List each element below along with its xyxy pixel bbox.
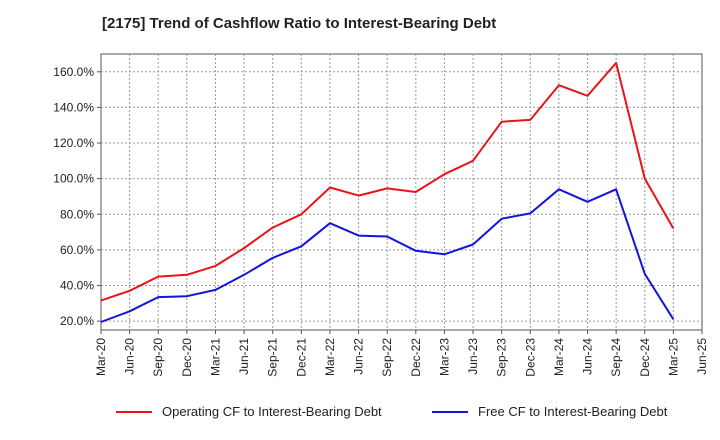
x-tick-label: Mar-21 bbox=[208, 338, 222, 376]
x-tick-label: Sep-20 bbox=[151, 338, 165, 377]
y-tick-label: 100.0% bbox=[53, 172, 94, 186]
grid-lines bbox=[97, 54, 703, 334]
y-tick-label: 40.0% bbox=[60, 278, 94, 292]
x-tick-label: Sep-22 bbox=[380, 338, 394, 377]
x-tick-label: Jun-20 bbox=[123, 338, 137, 375]
x-tick-label: Mar-20 bbox=[94, 338, 108, 376]
x-tick-label: Mar-24 bbox=[552, 338, 566, 376]
legend: Operating CF to Interest-Bearing Debt Fr… bbox=[0, 404, 720, 428]
y-tick-label: 80.0% bbox=[60, 207, 94, 221]
x-tick-label: Jun-24 bbox=[581, 338, 595, 375]
x-tick-label: Mar-25 bbox=[666, 338, 680, 376]
x-tick-label: Mar-23 bbox=[437, 338, 451, 376]
y-axis-tick-labels: 20.0% 40.0% 60.0% 80.0% 100.0% 120.0% 140.0% 16… bbox=[53, 65, 94, 328]
x-tick-label: Sep-23 bbox=[495, 338, 509, 377]
series-lines bbox=[100, 61, 675, 323]
plot-area bbox=[100, 53, 703, 331]
y-tick-label: 160.0% bbox=[53, 65, 94, 79]
legend-item-operating-cf: Operating CF to Interest-Bearing Debt bbox=[116, 404, 382, 419]
x-tick-label: Dec-21 bbox=[294, 338, 308, 377]
legend-label-operating-cf: Operating CF to Interest-Bearing Debt bbox=[162, 404, 382, 419]
x-tick-label: Sep-21 bbox=[266, 338, 280, 377]
x-axis-tick-labels: Mar-20 Jun-20 Sep-20 Dec-20 Mar-21 Jun-21 Sep-… bbox=[94, 338, 709, 377]
chart-title: [2175] Trend of Cashflow Ratio to Intere… bbox=[102, 15, 497, 32]
legend-swatch-free-cf bbox=[432, 410, 468, 413]
series-line-operating-cf bbox=[100, 61, 675, 302]
x-tick-label: Dec-24 bbox=[638, 338, 652, 377]
x-tick-label: Jun-22 bbox=[352, 338, 366, 375]
y-tick-label: 20.0% bbox=[60, 314, 94, 328]
legend-swatch-operating-cf bbox=[116, 410, 152, 413]
y-tick-label: 120.0% bbox=[53, 136, 94, 150]
y-tick-label: 60.0% bbox=[60, 243, 94, 257]
x-tick-label: Jun-25 bbox=[695, 338, 709, 375]
x-tick-label: Sep-24 bbox=[609, 338, 623, 377]
legend-label-free-cf: Free CF to Interest-Bearing Debt bbox=[478, 404, 668, 419]
x-tick-label: Dec-20 bbox=[180, 338, 194, 377]
x-tick-label: Dec-22 bbox=[409, 338, 423, 377]
x-tick-label: Mar-22 bbox=[323, 338, 337, 376]
legend-item-free-cf: Free CF to Interest-Bearing Debt bbox=[432, 404, 667, 419]
x-tick-label: Dec-23 bbox=[523, 338, 537, 377]
series-line-free-cf bbox=[100, 188, 675, 323]
y-tick-label: 140.0% bbox=[53, 100, 94, 114]
x-tick-label: Jun-23 bbox=[466, 338, 480, 375]
x-tick-label: Jun-21 bbox=[237, 338, 251, 375]
